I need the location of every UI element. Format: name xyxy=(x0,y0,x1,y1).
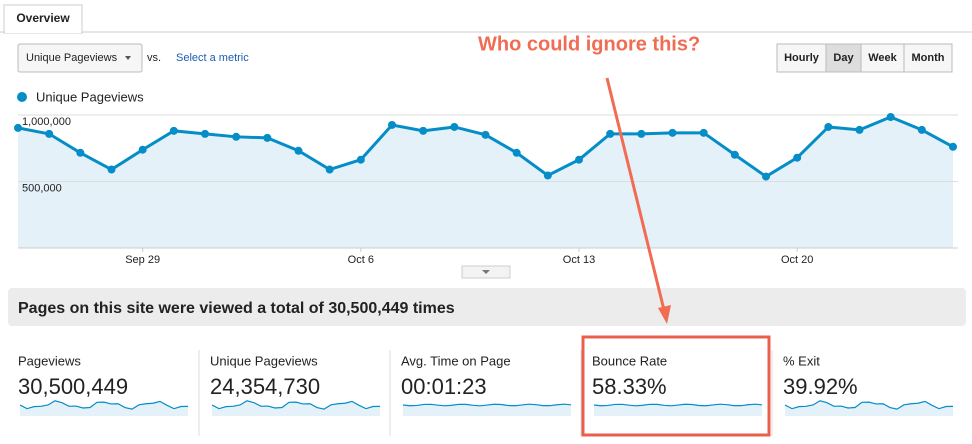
sparkline-area xyxy=(594,404,762,416)
vs-label: vs. xyxy=(147,52,161,64)
sparkline xyxy=(19,400,189,410)
legend-swatch xyxy=(17,92,27,102)
metric-value: 00:01:23 xyxy=(401,374,487,399)
point[interactable] xyxy=(481,130,490,139)
metric-label: Unique Pageviews xyxy=(210,353,318,368)
point[interactable] xyxy=(793,153,802,162)
sparkline xyxy=(593,403,763,407)
x-tick-label: Oct 13 xyxy=(563,254,595,266)
point[interactable] xyxy=(855,125,864,134)
sparkline xyxy=(402,403,572,407)
sparkline xyxy=(211,400,381,410)
granularity-label: Hourly xyxy=(784,52,820,64)
point[interactable] xyxy=(201,129,209,138)
select-metric-link[interactable]: Select a metric xyxy=(176,52,249,64)
sparkline-area xyxy=(785,400,953,416)
annotation-arrow xyxy=(605,77,666,311)
chart: 500,000 1,000,000 Sep 29 Oct 6 Oct 13 Oct 20 xyxy=(14,112,958,266)
metric-dropdown[interactable] xyxy=(17,43,143,73)
metric-value: 39.92% xyxy=(783,374,858,399)
granularity-label: Month xyxy=(912,52,945,64)
granularity-button[interactable] xyxy=(903,43,953,73)
point[interactable] xyxy=(606,129,615,138)
y-tick-label: 500,000 xyxy=(22,182,62,194)
granularity-buttons: Hourly Day Week Month xyxy=(776,43,953,73)
point[interactable] xyxy=(232,132,241,141)
point[interactable] xyxy=(917,125,926,134)
point[interactable] xyxy=(668,128,677,137)
metrics: Pageviews 30,500,449 Unique Pageviews 24,35… xyxy=(18,335,954,437)
metric-label: Pageviews xyxy=(18,353,81,368)
point[interactable] xyxy=(14,123,22,132)
point[interactable] xyxy=(450,122,459,131)
arrow-head xyxy=(658,305,671,324)
metric-value: 24,354,730 xyxy=(210,374,320,399)
summary-bar xyxy=(8,288,966,326)
point[interactable] xyxy=(949,142,957,151)
annotation: Who could ignore this? xyxy=(478,33,700,55)
point[interactable] xyxy=(45,129,54,138)
point[interactable] xyxy=(169,126,178,135)
point[interactable] xyxy=(824,122,833,131)
point[interactable] xyxy=(886,112,895,121)
point[interactable] xyxy=(419,126,428,135)
y-tick-label: 1,000,000 xyxy=(22,116,71,128)
metric-label: % Exit xyxy=(783,353,820,368)
point[interactable] xyxy=(138,145,147,154)
dropdown-caret xyxy=(125,56,131,60)
metric-label: Avg. Time on Page xyxy=(401,353,511,368)
granularity-label: Week xyxy=(868,52,897,64)
sparkline-area xyxy=(403,404,571,416)
granularity-button[interactable] xyxy=(860,43,905,73)
point[interactable] xyxy=(263,133,272,142)
toggle-caret xyxy=(482,270,490,274)
sparkline xyxy=(784,400,954,410)
highlight-box xyxy=(581,335,771,437)
point[interactable] xyxy=(325,165,334,174)
point[interactable] xyxy=(543,171,552,180)
x-tick-label: Oct 20 xyxy=(781,254,813,266)
x-tick-label: Sep 29 xyxy=(125,254,160,266)
point[interactable] xyxy=(637,129,646,138)
point[interactable] xyxy=(107,165,116,174)
point[interactable] xyxy=(730,150,739,159)
point[interactable] xyxy=(388,120,396,129)
tab-label: Overview xyxy=(16,11,70,25)
sparkline-area xyxy=(212,400,380,416)
summary: Pages on this site were viewed a total o… xyxy=(18,300,455,317)
point[interactable] xyxy=(294,146,303,155)
point[interactable] xyxy=(76,148,85,157)
point[interactable] xyxy=(762,172,770,181)
legend-label: Unique Pageviews xyxy=(36,89,144,104)
point[interactable] xyxy=(575,155,583,164)
metric-value: 58.33% xyxy=(592,374,667,399)
metric-label: Bounce Rate xyxy=(592,353,667,368)
point[interactable] xyxy=(356,155,365,164)
x-tick-label: Oct 6 xyxy=(348,254,374,266)
sparkline-area xyxy=(20,400,188,416)
point[interactable] xyxy=(512,148,521,157)
area xyxy=(18,116,953,249)
metric-value: 30,500,449 xyxy=(18,374,128,399)
granularity-label: Day xyxy=(833,52,854,64)
point[interactable] xyxy=(699,128,708,137)
dropdown-label: Unique Pageviews xyxy=(26,52,118,64)
